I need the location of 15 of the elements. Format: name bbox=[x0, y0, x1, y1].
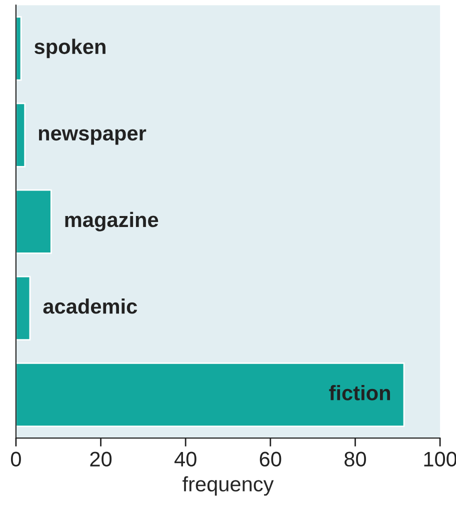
x-tick-label: 80 bbox=[344, 452, 366, 467]
x-tick-label: 40 bbox=[174, 452, 196, 467]
bar bbox=[16, 276, 31, 340]
y-tick-label: newspaper bbox=[38, 129, 146, 145]
y-tick-label: magazine bbox=[65, 212, 158, 232]
x-tick-label: 20 bbox=[90, 452, 112, 467]
x-tick-label: 60 bbox=[260, 452, 282, 467]
x-tick-label: 0 bbox=[10, 452, 21, 467]
bar bbox=[16, 189, 52, 254]
bar bbox=[16, 362, 405, 428]
y-tick-label: spoken bbox=[34, 38, 106, 58]
y-tick-label: academic bbox=[43, 298, 138, 314]
x-axis-title: frequency bbox=[182, 476, 274, 496]
y-tick-label: fiction bbox=[329, 385, 390, 400]
bar bbox=[16, 102, 26, 168]
